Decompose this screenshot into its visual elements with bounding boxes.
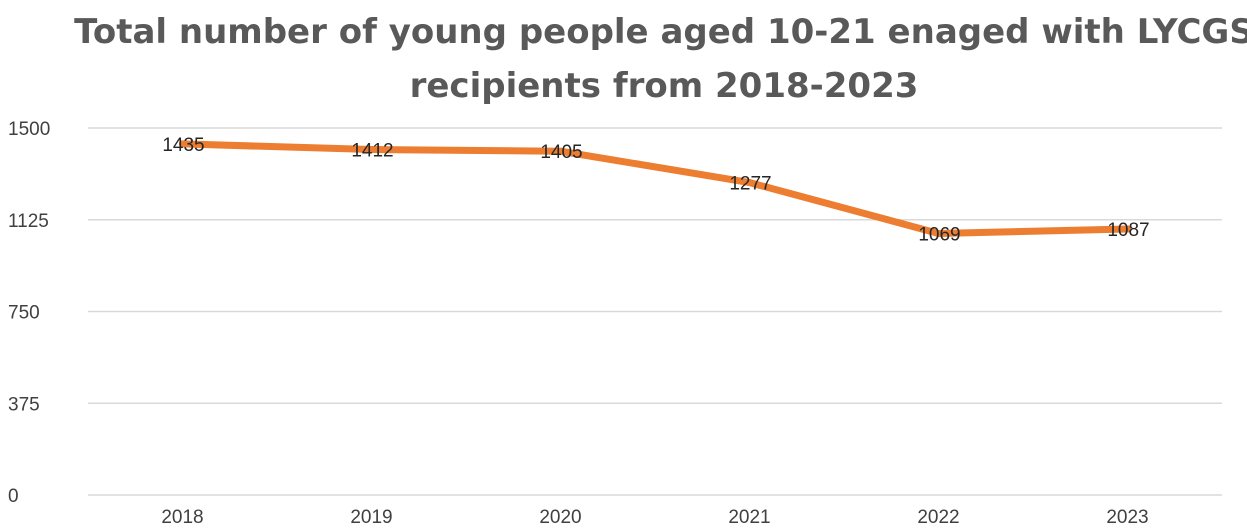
- data-label-2019: 1412: [351, 141, 393, 162]
- data-label-2018: 1435: [162, 135, 204, 156]
- data-label-2020: 1405: [540, 142, 582, 163]
- chart-title-line-1: Total number of young people aged 10-21 …: [74, 12, 1247, 52]
- x-tick-label-2019: 2019: [350, 507, 392, 528]
- chart-title-line-2: recipients from 2018-2023: [410, 66, 919, 106]
- x-tick-label-2018: 2018: [161, 507, 203, 528]
- data-point-2023: [1124, 225, 1131, 233]
- y-tick-label-0: 0: [8, 486, 19, 507]
- data-label-2021: 1277: [729, 174, 771, 195]
- data-point-2021: [746, 179, 753, 187]
- data-labels: 1435 1412 1405 1277 1069 1087: [162, 135, 1149, 246]
- y-tick-label-1125: 1125: [8, 211, 49, 232]
- x-axis-tick-labels: 2018 2019 2020 2021 2022 2023: [161, 507, 1148, 528]
- data-point-2018: [179, 140, 186, 148]
- gridlines: [88, 127, 1222, 496]
- y-tick-label-375: 375: [8, 394, 40, 415]
- x-tick-label-2021: 2021: [728, 507, 770, 528]
- data-point-2020: [557, 147, 564, 155]
- y-tick-label-1500: 1500: [8, 119, 50, 140]
- data-point-2022: [935, 229, 942, 237]
- x-tick-label-2023: 2023: [1106, 507, 1148, 528]
- x-tick-label-2022: 2022: [917, 507, 959, 528]
- series-line-1: [179, 140, 1131, 237]
- y-tick-label-750: 750: [8, 303, 40, 324]
- series: [179, 140, 1131, 237]
- data-label-2022: 1069: [918, 224, 960, 245]
- data-point-2019: [368, 146, 375, 154]
- x-tick-label-2020: 2020: [539, 507, 581, 528]
- y-axis-tick-labels: 0 375 750 1125 1500: [8, 119, 50, 507]
- data-label-2023: 1087: [1107, 220, 1149, 241]
